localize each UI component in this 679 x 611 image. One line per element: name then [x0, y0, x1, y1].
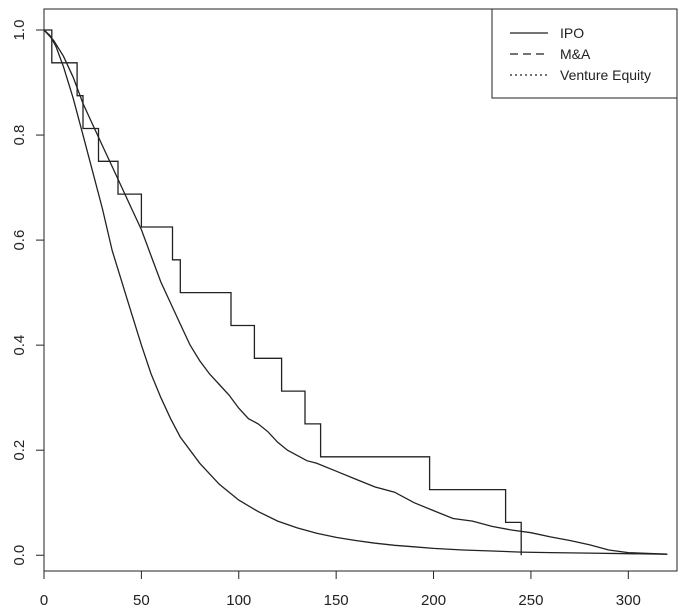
legend-label-ipo: IPO	[560, 25, 584, 41]
y-tick-label: 0.0	[11, 545, 28, 566]
x-tick-label: 50	[133, 592, 150, 609]
legend-label-ma: M&A	[560, 46, 591, 62]
series-line-venture-equity	[44, 29, 522, 556]
x-tick-label: 300	[616, 592, 641, 609]
y-tick-label: 0.8	[11, 125, 28, 146]
series-line-ipo	[43, 29, 668, 555]
x-tick-label: 250	[518, 592, 543, 609]
y-tick-label: 1.0	[11, 20, 28, 41]
x-axis: 0 50 100 150 200 250 300	[40, 571, 641, 609]
plot-frame	[43, 8, 678, 572]
legend-label-venture-equity: Venture Equity	[560, 67, 651, 83]
y-tick-label: 0.6	[11, 230, 28, 251]
x-tick-label: 100	[226, 592, 251, 609]
legend: IPO M&A Venture Equity	[491, 8, 678, 99]
y-axis: 0.0 0.2 0.4 0.6 0.8 1.0	[11, 20, 44, 566]
legend-box	[491, 8, 678, 99]
series-line-ma	[43, 29, 668, 555]
series-group	[43, 29, 668, 556]
y-tick-label: 0.4	[11, 335, 28, 356]
y-tick-label: 0.2	[11, 440, 28, 461]
x-tick-label: 150	[324, 592, 349, 609]
x-tick-label: 0	[40, 592, 48, 609]
x-tick-label: 200	[421, 592, 446, 609]
